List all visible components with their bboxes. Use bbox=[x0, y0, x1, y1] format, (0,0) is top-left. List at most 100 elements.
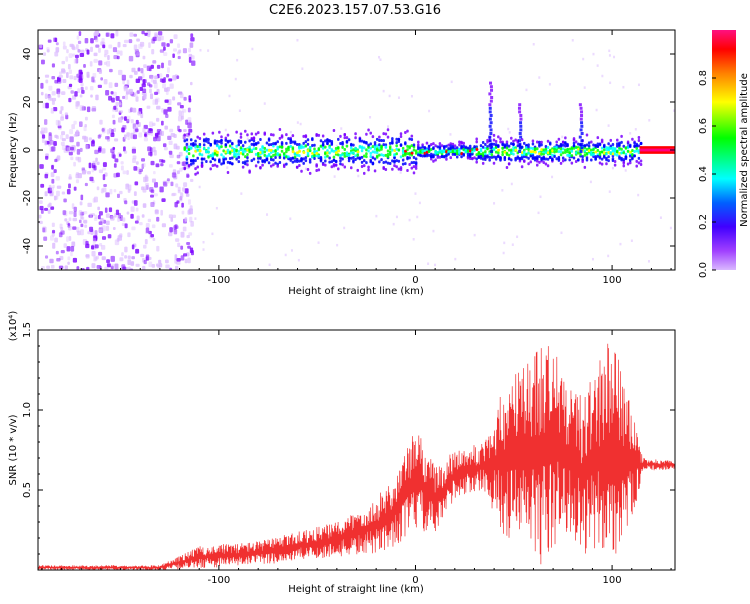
spectrogram-cell bbox=[147, 128, 152, 133]
spectrogram-cell bbox=[60, 230, 65, 235]
spectrogram-peak bbox=[533, 150, 537, 154]
spectrogram-cell bbox=[115, 101, 119, 107]
spectrogram-cell bbox=[276, 153, 279, 157]
spectrogram-peak bbox=[628, 150, 632, 154]
spectrogram-cell bbox=[168, 140, 173, 146]
spectrogram-cell bbox=[458, 147, 461, 151]
spectrogram-cell bbox=[430, 155, 433, 159]
spectrogram-cell bbox=[169, 154, 174, 159]
spectrogram-cell bbox=[354, 154, 357, 158]
spectrogram-cell bbox=[236, 58, 239, 62]
spectrogram-cell bbox=[265, 158, 269, 162]
spectrogram-cell bbox=[113, 163, 117, 168]
spectrogram-cell bbox=[179, 167, 183, 172]
spectrogram-cell bbox=[278, 145, 282, 149]
spectrogram-cell bbox=[64, 218, 68, 222]
spectrogram-cell bbox=[311, 138, 314, 142]
spectrogram-cell bbox=[291, 156, 295, 160]
spectrogram-cell bbox=[57, 120, 61, 127]
spectrogram-cell bbox=[186, 173, 190, 178]
spectrogram-cell bbox=[172, 226, 177, 233]
spectrogram-cell bbox=[507, 148, 511, 152]
spectrogram-cell bbox=[412, 143, 416, 147]
spectrogram-cell bbox=[339, 134, 342, 138]
spectrogram-cell bbox=[531, 154, 535, 158]
spectrogram-cell bbox=[110, 255, 115, 262]
spectrogram-cell bbox=[365, 141, 368, 145]
spectrogram-cell bbox=[261, 151, 264, 155]
spectrogram-cell bbox=[600, 146, 604, 150]
spectrogram-cell bbox=[152, 237, 156, 242]
spectrogram-cell bbox=[386, 128, 390, 132]
spectrogram-cell bbox=[56, 77, 62, 84]
spectrogram-cell bbox=[211, 131, 215, 135]
spectrogram-cell bbox=[299, 122, 302, 126]
spectrogram-cell bbox=[561, 159, 565, 163]
spectrogram-spike-cell bbox=[580, 121, 584, 125]
spectrogram-cell bbox=[516, 156, 520, 160]
spectrogram-cell bbox=[438, 145, 442, 149]
spectrogram-cell bbox=[371, 135, 375, 139]
spectrogram-cell bbox=[561, 151, 565, 155]
spectrogram-cell bbox=[234, 77, 237, 81]
spectrogram-cell bbox=[637, 144, 641, 148]
spectrogram-cell bbox=[140, 253, 145, 258]
spectrogram-cell bbox=[304, 134, 308, 138]
spectrogram-cell bbox=[408, 152, 411, 156]
spectrogram-cell bbox=[63, 243, 67, 248]
spectrogram-cell bbox=[510, 158, 513, 162]
spectrogram-cell bbox=[462, 141, 465, 145]
spectrogram-cell bbox=[133, 200, 138, 206]
spectrogram-cell bbox=[345, 139, 349, 143]
spectrogram-cell bbox=[94, 230, 98, 236]
spectrogram-cell bbox=[152, 200, 156, 205]
spectrogram-cell bbox=[555, 157, 558, 161]
spectrogram-cell bbox=[142, 163, 146, 168]
spectrogram-spike-cell bbox=[518, 132, 522, 135]
spectrogram-cell bbox=[169, 267, 173, 270]
spectrogram-spike-cell bbox=[488, 110, 492, 114]
spectrogram-cell bbox=[274, 153, 277, 157]
spectrogram-cell bbox=[620, 158, 623, 162]
spectrogram-cell bbox=[112, 47, 118, 53]
spectrogram-cell bbox=[143, 95, 147, 100]
spectrogram-cell bbox=[117, 117, 123, 123]
spectrogram-cell bbox=[397, 148, 401, 152]
spectrogram-cell bbox=[618, 141, 621, 145]
spectrogram-cell bbox=[239, 146, 243, 150]
spectrogram-cell bbox=[248, 170, 251, 174]
spectrogram-cell bbox=[141, 83, 146, 88]
spectrogram-cell bbox=[619, 242, 622, 246]
spectrogram-cell bbox=[78, 31, 82, 37]
spectrogram-cell bbox=[308, 146, 312, 150]
spectrogram-spike-cell bbox=[490, 150, 494, 153]
spectrogram-cell bbox=[73, 186, 77, 191]
spectrogram-cell bbox=[189, 208, 193, 215]
spectrogram-cell bbox=[598, 156, 602, 160]
spectrogram-cell bbox=[449, 142, 452, 146]
spectrogram-cell bbox=[105, 192, 110, 198]
spectrogram-cell bbox=[110, 215, 115, 221]
spectrogram-cell bbox=[481, 161, 485, 165]
spectrogram-cell bbox=[124, 246, 128, 253]
spectrogram-cell bbox=[172, 214, 177, 219]
spectrogram-cell bbox=[166, 178, 170, 182]
spectrogram-cell bbox=[410, 137, 414, 141]
spectrogram-cell bbox=[512, 143, 515, 147]
spectrogram-cell bbox=[98, 47, 101, 53]
spectrogram-spike-cell bbox=[519, 114, 523, 117]
spectrogram-cell bbox=[94, 149, 99, 155]
spectrogram-cell bbox=[539, 195, 542, 199]
spectrogram-cell bbox=[128, 108, 132, 113]
spectrogram-cell bbox=[137, 67, 141, 72]
spectrogram-cell bbox=[343, 147, 347, 151]
spectrogram-x-tick-label: 0 bbox=[412, 275, 418, 286]
spectrogram-cell bbox=[39, 164, 44, 169]
spectrogram-cell bbox=[106, 263, 111, 268]
spectrogram-cell bbox=[362, 164, 366, 168]
spectrogram-cell bbox=[559, 143, 563, 147]
spectrogram-cell bbox=[128, 88, 133, 95]
spectrogram-cell bbox=[611, 146, 615, 150]
spectrogram-cell bbox=[134, 220, 139, 224]
spectrogram-cell bbox=[507, 156, 511, 160]
